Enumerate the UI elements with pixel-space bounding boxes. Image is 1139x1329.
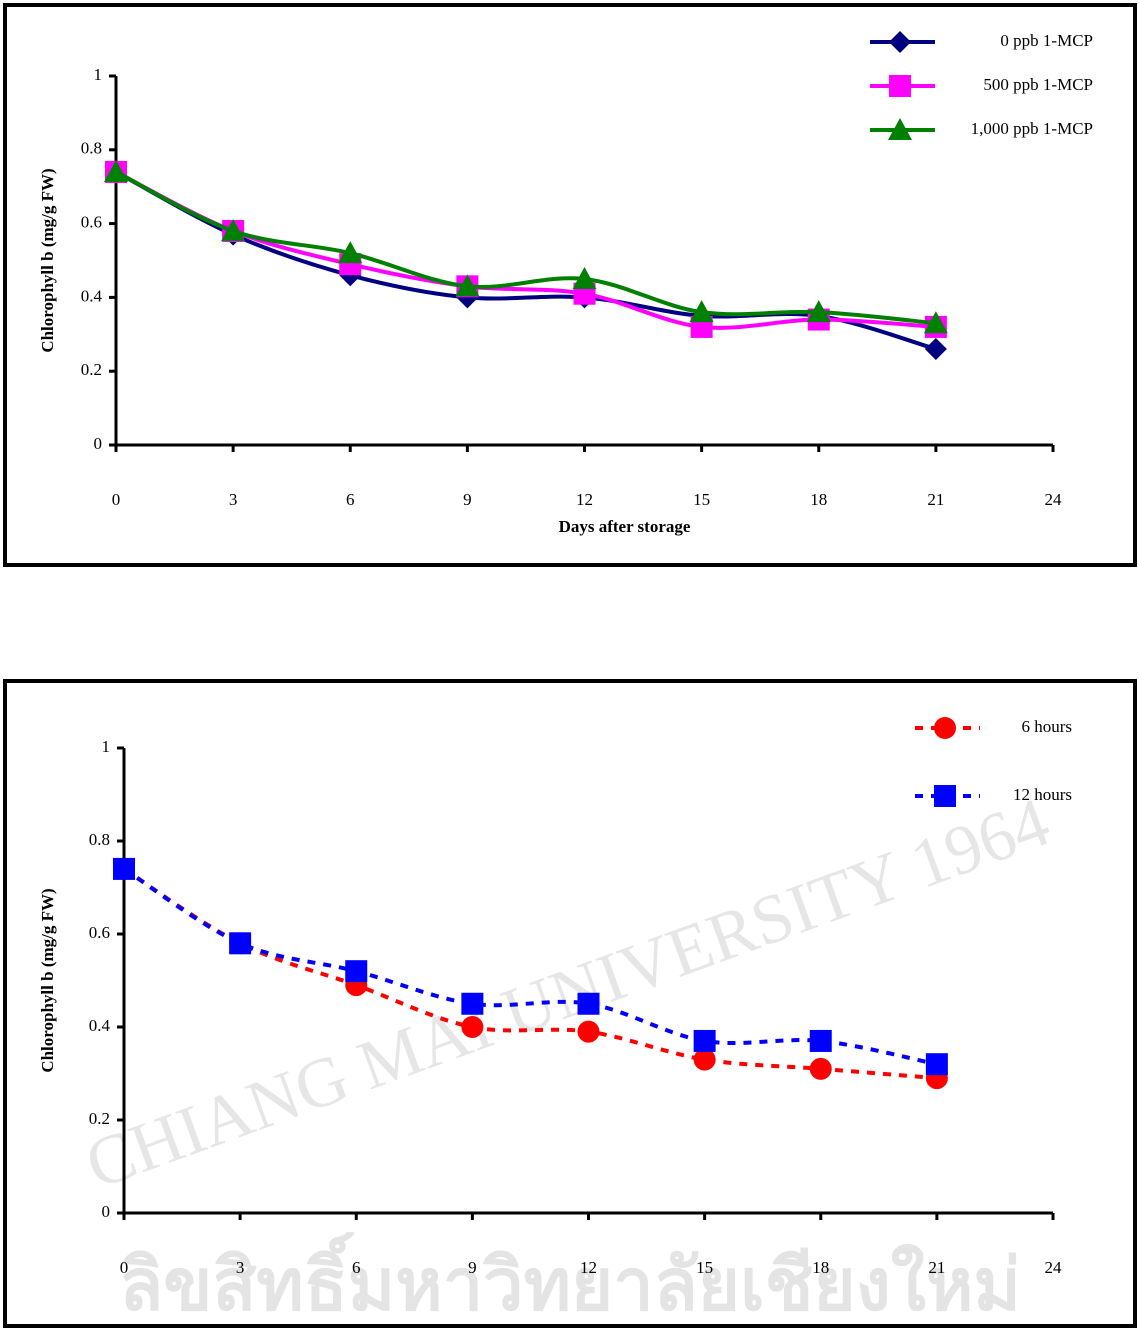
y-tick-label: 0.4: [89, 1016, 111, 1035]
x-tick-label: 3: [236, 1258, 245, 1277]
legend-label: 6 hours: [1021, 717, 1072, 736]
watermark: CHIANG MAI UNIVERSITY 1964: [76, 784, 1059, 1205]
chart-frame: [3, 679, 1137, 1328]
data-point: [809, 1057, 832, 1080]
x-tick-label: 21: [927, 490, 944, 509]
x-tick-label: 12: [576, 490, 593, 509]
data-point: [689, 300, 714, 323]
x-tick-label: 6: [346, 490, 355, 509]
legend-marker: [889, 31, 911, 53]
data-point: [229, 932, 252, 955]
data-point: [809, 1029, 832, 1052]
y-tick-label: 1: [102, 737, 111, 756]
y-tick-label: 1: [94, 65, 103, 84]
x-tick-label: 12: [580, 1258, 597, 1277]
data-point: [455, 274, 480, 297]
legend-marker: [934, 785, 956, 807]
x-tick-label: 6: [352, 1258, 361, 1277]
data-point: [924, 338, 947, 361]
y-tick-label: 0.6: [89, 923, 110, 942]
data-point: [693, 1029, 716, 1052]
y-tick-label: 0.2: [89, 1109, 110, 1128]
y-tick-label: 0.8: [81, 139, 102, 158]
x-axis-title: Days after storage: [559, 517, 691, 536]
data-point: [338, 241, 363, 264]
data-point: [577, 992, 600, 1015]
x-tick-label: 24: [1045, 1258, 1063, 1277]
legend-marker: [934, 717, 956, 739]
data-point: [806, 300, 831, 323]
series-line: [115, 170, 937, 330]
y-tick-label: 0.4: [81, 286, 103, 305]
x-tick-label: 0: [112, 490, 121, 509]
chart-frame: [3, 3, 1137, 567]
data-point: [925, 1053, 948, 1076]
x-tick-label: 15: [696, 1258, 713, 1277]
legend-label: 12 hours: [1013, 785, 1072, 804]
watermark: ลิขสิทธิ์มหาวิทยาลัยเชียงใหม่: [119, 1232, 1021, 1327]
legend-marker: [888, 118, 912, 140]
data-point: [113, 857, 135, 880]
legend-marker: [889, 75, 911, 97]
x-tick-label: 18: [812, 1258, 829, 1277]
x-tick-label: 0: [120, 1258, 129, 1277]
data-point: [577, 1020, 600, 1043]
x-tick-label: 18: [810, 490, 827, 509]
y-tick-label: 0: [94, 434, 103, 453]
x-tick-label: 21: [928, 1258, 945, 1277]
y-tick-label: 0.8: [89, 830, 110, 849]
legend-label: 0 ppb 1-MCP: [1000, 31, 1093, 50]
y-axis-title: Chlorophyll b (mg/g FW): [38, 888, 57, 1072]
series-line: [115, 170, 937, 326]
data-point: [572, 266, 597, 289]
x-tick-label: 3: [229, 490, 238, 509]
x-tick-label: 15: [693, 490, 710, 509]
legend-label: 1,000 ppb 1-MCP: [971, 119, 1093, 138]
data-point: [461, 1016, 484, 1038]
y-axis-title: Chlorophyll b (mg/g FW): [38, 168, 57, 352]
x-tick-label: 9: [468, 1258, 477, 1277]
y-tick-label: 0: [102, 1202, 111, 1221]
data-point: [104, 159, 128, 182]
x-tick-label: 9: [463, 490, 472, 509]
data-point: [461, 992, 484, 1015]
data-point: [693, 1048, 716, 1071]
x-tick-label: 24: [1045, 490, 1063, 509]
data-point: [923, 311, 948, 334]
y-tick-label: 0.2: [81, 360, 102, 379]
data-point: [345, 960, 368, 983]
legend-label: 500 ppb 1-MCP: [983, 75, 1093, 94]
y-tick-label: 0.6: [81, 213, 102, 232]
data-point: [221, 218, 246, 241]
